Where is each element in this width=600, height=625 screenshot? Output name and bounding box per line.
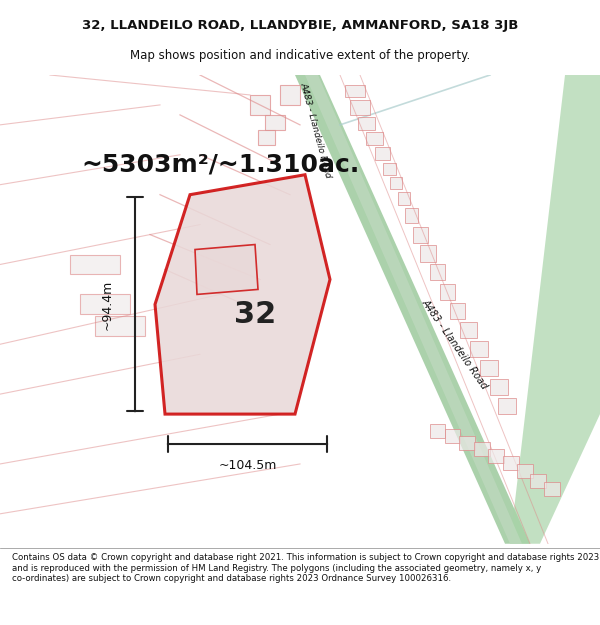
Text: A483 - Llandeilo Road: A483 - Llandeilo Road xyxy=(299,81,333,179)
Polygon shape xyxy=(258,130,275,145)
Text: 32, LLANDEILO ROAD, LLANDYBIE, AMMANFORD, SA18 3JB: 32, LLANDEILO ROAD, LLANDYBIE, AMMANFORD… xyxy=(82,19,518,32)
Polygon shape xyxy=(450,303,465,319)
Polygon shape xyxy=(390,177,402,189)
Text: A483 - Llandeilo Road: A483 - Llandeilo Road xyxy=(420,298,490,391)
Polygon shape xyxy=(405,208,418,222)
Text: ~94.4m: ~94.4m xyxy=(101,279,113,329)
Polygon shape xyxy=(280,85,300,105)
Polygon shape xyxy=(440,284,455,301)
Polygon shape xyxy=(345,85,365,97)
Polygon shape xyxy=(420,244,436,261)
Polygon shape xyxy=(305,75,522,544)
Polygon shape xyxy=(474,442,490,456)
Polygon shape xyxy=(430,424,445,438)
Text: 32: 32 xyxy=(234,300,276,329)
Text: ~104.5m: ~104.5m xyxy=(218,459,277,472)
Polygon shape xyxy=(70,254,120,274)
Polygon shape xyxy=(155,175,330,414)
Polygon shape xyxy=(488,449,504,463)
Polygon shape xyxy=(510,75,600,544)
Polygon shape xyxy=(459,436,475,450)
Text: ~5303m²/~1.310ac.: ~5303m²/~1.310ac. xyxy=(81,152,359,177)
Polygon shape xyxy=(358,117,375,130)
Polygon shape xyxy=(413,227,428,242)
Polygon shape xyxy=(195,244,258,294)
Polygon shape xyxy=(375,147,390,160)
Polygon shape xyxy=(503,456,519,470)
Polygon shape xyxy=(430,264,445,281)
Polygon shape xyxy=(350,100,370,115)
Polygon shape xyxy=(517,464,533,478)
Polygon shape xyxy=(460,322,477,338)
Polygon shape xyxy=(250,95,270,115)
Polygon shape xyxy=(265,115,285,130)
Text: Map shows position and indicative extent of the property.: Map shows position and indicative extent… xyxy=(130,49,470,62)
Polygon shape xyxy=(295,75,530,544)
Polygon shape xyxy=(498,398,516,414)
Polygon shape xyxy=(544,482,560,496)
Polygon shape xyxy=(445,429,460,443)
Polygon shape xyxy=(95,316,145,336)
Polygon shape xyxy=(398,192,410,204)
Polygon shape xyxy=(490,379,508,395)
Polygon shape xyxy=(383,162,396,175)
Text: Contains OS data © Crown copyright and database right 2021. This information is : Contains OS data © Crown copyright and d… xyxy=(12,554,599,583)
Polygon shape xyxy=(530,474,546,488)
Polygon shape xyxy=(470,341,488,357)
Polygon shape xyxy=(480,360,498,376)
Polygon shape xyxy=(366,132,383,145)
Polygon shape xyxy=(80,294,130,314)
